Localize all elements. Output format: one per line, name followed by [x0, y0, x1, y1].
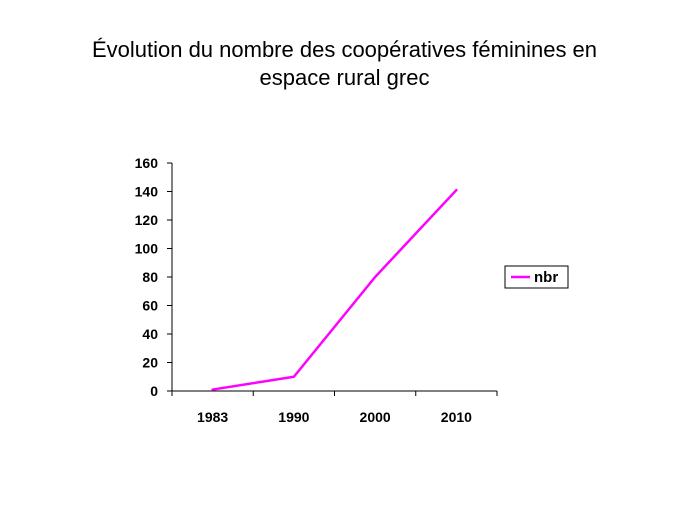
y-tick-label: 20	[142, 355, 158, 371]
chart-title-line-1: Évolution du nombre des coopératives fém…	[91, 37, 598, 62]
legend-box	[504, 265, 569, 289]
x-tick-label: 2000	[360, 409, 391, 425]
y-tick-label: 140	[135, 184, 159, 200]
x-axis-ticks: 1983 1990 2000 2010	[171, 391, 498, 425]
y-axis-ticks: 0 20 40 60 80 100 120 140 160	[135, 155, 172, 399]
y-tick-label: 0	[150, 383, 158, 399]
chart-series	[211, 188, 458, 391]
y-tick-label: 80	[142, 269, 158, 285]
x-tick-label: 1983	[197, 409, 228, 425]
series-line-nbr	[211, 188, 458, 391]
y-tick-label: 100	[135, 241, 159, 257]
x-tick-label: 1990	[278, 409, 309, 425]
y-tick-label: 120	[135, 212, 159, 228]
y-tick-label: 160	[135, 155, 159, 171]
legend-label-nbr: nbr	[534, 269, 558, 286]
chart-title-line-2: espace rural grec	[259, 65, 430, 90]
y-tick-label: 40	[142, 326, 158, 342]
chart-title: Évolution du nombre des coopératives fém…	[0, 36, 689, 92]
y-tick-label: 60	[142, 298, 158, 314]
x-tick-label: 2010	[441, 409, 472, 425]
chart-legend: nbr	[504, 265, 569, 289]
